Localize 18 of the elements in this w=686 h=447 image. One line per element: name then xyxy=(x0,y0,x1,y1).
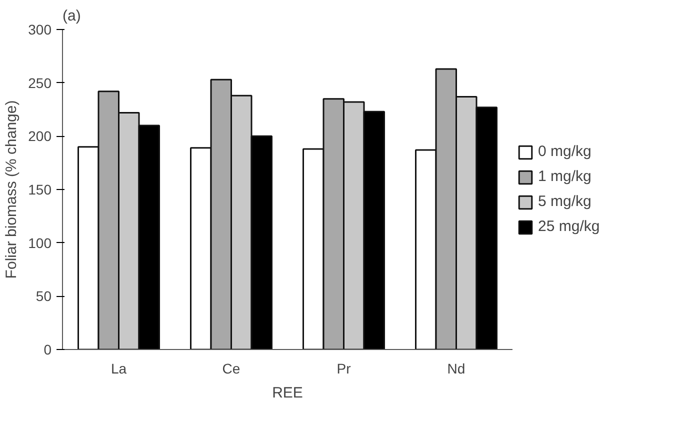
x-tick-label: La xyxy=(110,360,127,376)
x-axis-title: REE xyxy=(272,384,303,402)
y-tick-label: 50 xyxy=(36,288,52,304)
legend-label: 5 mg/kg xyxy=(538,193,592,210)
x-tick-label: Nd xyxy=(447,360,466,376)
x-tick-label: Pr xyxy=(336,360,352,376)
legend-label: 25 mg/kg xyxy=(538,218,600,235)
chart-title: (a) xyxy=(62,8,81,24)
y-axis-title: Foliar biomass (% change) xyxy=(3,100,20,279)
y-tick-label: 200 xyxy=(28,128,52,144)
y-tick-label: 0 xyxy=(44,342,52,358)
legend-label: 1 mg/kg xyxy=(538,168,592,185)
legend-label: 0 mg/kg xyxy=(538,143,592,160)
x-tick-label: Ce xyxy=(222,360,240,376)
y-tick-label: 150 xyxy=(28,182,52,198)
y-tick-label: 100 xyxy=(28,234,52,251)
y-tick-label: 300 xyxy=(28,22,52,38)
y-tick-label: 250 xyxy=(28,74,52,91)
